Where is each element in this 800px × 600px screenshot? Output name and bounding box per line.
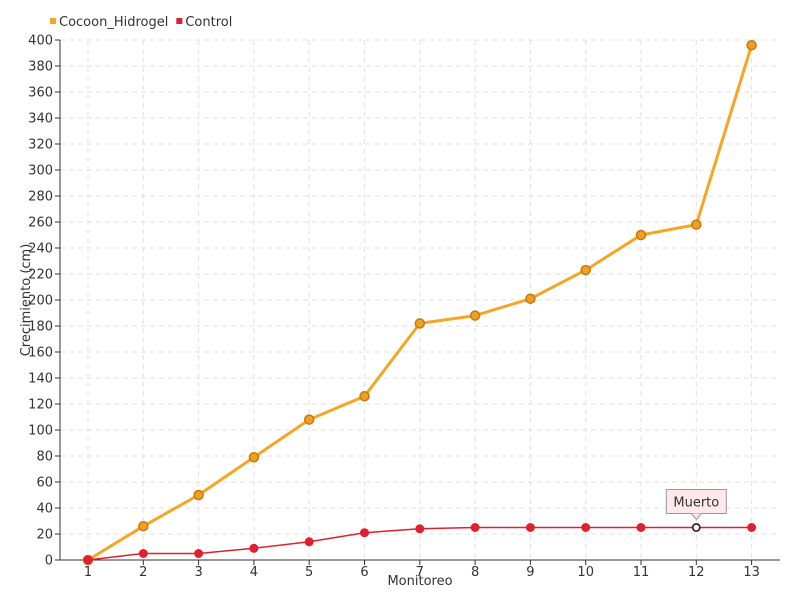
data-point[interactable] [415,524,425,534]
y-tick-label: 100 [28,424,53,439]
x-tick-label: 7 [416,565,424,580]
legend: Cocoon_Hidrogel Control [50,15,232,30]
data-point[interactable] [248,452,260,463]
y-tick-label: 60 [36,476,53,491]
x-tick-label: 3 [194,565,202,580]
grid-lines [60,39,780,560]
x-tick-label: 12 [688,565,705,580]
x-tick-label: 9 [526,565,534,580]
y-tick-label: 280 [28,190,53,205]
y-axis-title: Crecimiento (cm) [19,244,34,357]
data-point[interactable] [138,549,148,558]
data-point[interactable] [470,523,480,532]
x-tick-label: 8 [471,565,479,580]
data-point[interactable] [414,318,426,329]
data-point[interactable] [636,523,646,532]
data-point[interactable] [525,293,536,304]
y-tick-label: 40 [36,502,53,517]
legend-label: Cocoon_Hidrogel [59,15,168,30]
data-point[interactable] [194,549,204,558]
annotated-point [692,523,701,532]
data-point[interactable] [635,229,647,241]
annotation-pointer [690,513,702,521]
x-tick-label: 11 [633,565,650,580]
data-point[interactable] [747,523,757,532]
y-tick-label: 160 [28,346,53,361]
legend-label: Control [185,15,232,30]
data-point[interactable] [359,390,370,402]
x-tick-label: 5 [305,565,313,580]
legend-swatch [176,18,183,24]
y-axis-ticks: 0 20 40 60 80 100 120 140 160 180 200 220 240 260 280 3… [28,34,60,569]
y-tick-label: 300 [28,164,53,179]
y-tick-label: 320 [28,138,53,153]
y-tick-label: 20 [36,528,53,543]
data-point[interactable] [581,523,591,532]
y-tick-label: 340 [28,112,53,127]
x-tick-label: 10 [577,565,594,580]
data-point[interactable] [249,543,259,553]
data-point[interactable] [469,310,481,321]
y-tick-label: 360 [28,86,53,101]
y-tick-label: 80 [36,450,53,465]
series-group [82,39,757,566]
data-point[interactable] [304,537,314,547]
annotation-label: Muerto [673,496,719,511]
annotation-box [665,489,727,514]
y-tick-label: 380 [28,60,53,75]
data-point[interactable] [746,39,757,51]
annotations: Muerto [665,489,727,532]
data-point[interactable] [691,219,702,230]
data-point[interactable] [525,523,535,532]
data-point[interactable] [83,555,93,565]
data-point[interactable] [138,520,149,532]
y-tick-label: 240 [28,242,53,257]
x-tick-label: 2 [139,565,147,580]
x-tick-label: 1 [84,565,92,580]
data-point[interactable] [360,528,369,538]
y-tick-label: 180 [28,320,53,335]
x-tick-label: 13 [743,565,760,580]
legend-swatch [50,18,56,24]
data-point[interactable] [580,264,591,276]
y-tick-label: 260 [28,216,53,231]
data-point[interactable] [303,414,315,425]
y-tick-label: 120 [28,398,53,413]
y-tick-label: 400 [28,34,53,49]
y-tick-label: 200 [28,294,53,309]
y-tick-label: 220 [28,268,53,283]
x-tick-label: 4 [250,565,258,580]
data-point[interactable] [193,489,204,501]
y-tick-label: 140 [28,372,53,387]
y-tick-label: 0 [45,554,53,569]
x-axis-title: Monitoreo [387,574,452,589]
x-tick-label: 6 [360,565,368,580]
